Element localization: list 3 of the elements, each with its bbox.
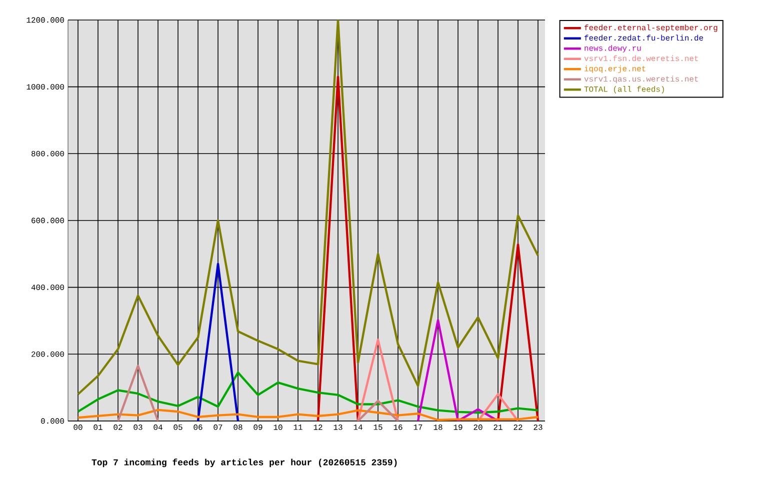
text: Top 7 incoming feeds by articles per hour (20260515 2359): [92, 458, 397, 468]
line-series: [76, 371, 540, 414]
line-series: [76, 20, 540, 396]
